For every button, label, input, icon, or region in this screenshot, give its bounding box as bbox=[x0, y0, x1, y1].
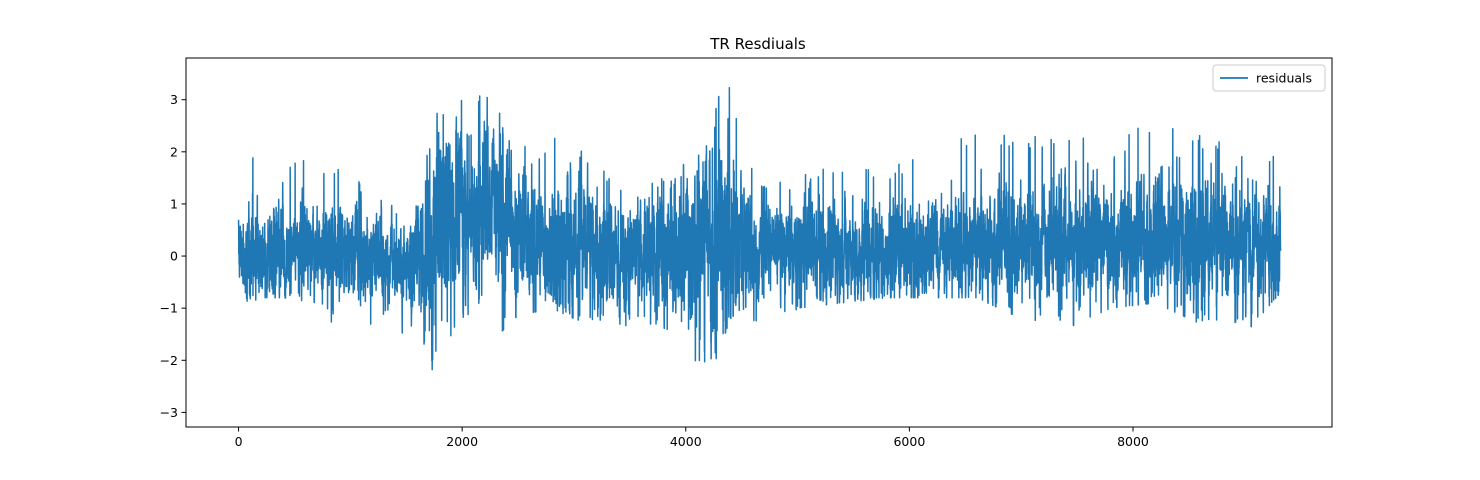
series-line-residuals bbox=[237, 87, 1282, 371]
x-axis: 0 2000 4000 6000 8000 bbox=[235, 427, 1149, 449]
y-tick-label: −1 bbox=[160, 301, 178, 316]
legend: residuals bbox=[1212, 64, 1326, 92]
x-tick-label: 2000 bbox=[446, 434, 478, 449]
legend-label-residuals: residuals bbox=[1256, 71, 1312, 86]
plot-area-frame bbox=[185, 57, 1333, 428]
y-tick-label: 2 bbox=[170, 144, 178, 159]
x-tick-label: 8000 bbox=[1117, 434, 1149, 449]
x-tick-label: 4000 bbox=[670, 434, 702, 449]
y-tick-label: −2 bbox=[160, 353, 178, 368]
chart-title: TR Resdiuals bbox=[709, 35, 806, 53]
y-tick-label: 1 bbox=[170, 196, 178, 211]
y-axis: −3 −2 −1 0 1 2 3 bbox=[160, 92, 186, 420]
x-tick-label: 6000 bbox=[893, 434, 925, 449]
y-tick-label: 3 bbox=[170, 92, 178, 107]
legend-box bbox=[1212, 64, 1326, 92]
x-tick-label: 0 bbox=[235, 434, 243, 449]
y-tick-label: −3 bbox=[160, 405, 178, 420]
y-tick-label: 0 bbox=[170, 249, 178, 264]
